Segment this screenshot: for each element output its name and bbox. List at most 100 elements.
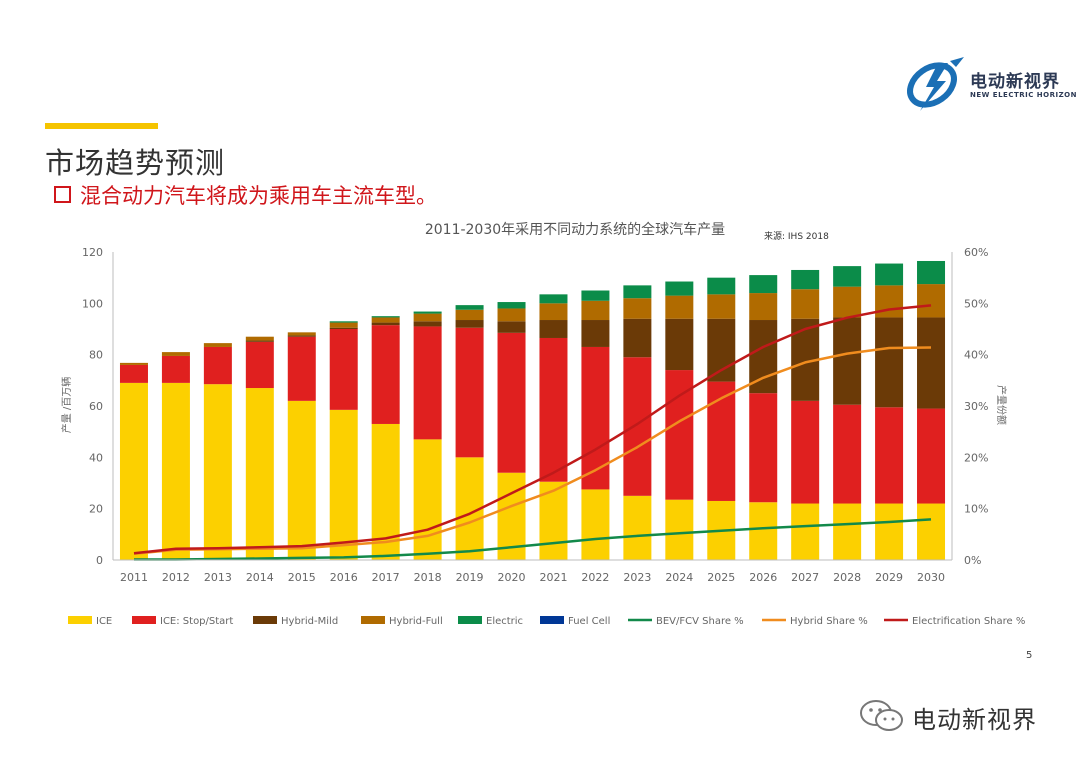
x-tick-label: 2017 <box>372 571 400 584</box>
bar-segment <box>413 311 442 314</box>
bar-segment <box>329 321 358 323</box>
bar-segment <box>665 281 694 296</box>
legend-label: ICE: Stop/Start <box>160 616 233 627</box>
bar-segment <box>917 260 946 285</box>
bar-segment <box>497 321 526 333</box>
x-tick-label: 2020 <box>498 571 526 584</box>
production-chart: 2011-2030年采用不同动力系统的全球汽车产量 来源: IHS 2018 产… <box>60 221 1025 627</box>
title-accent-bar <box>45 123 158 129</box>
watermark-text: 电动新视界 <box>912 706 1037 734</box>
chart-title: 2011-2030年采用不同动力系统的全球汽车产量 <box>425 221 725 238</box>
y2-tick-label: 0% <box>964 554 981 567</box>
bar-segment <box>833 317 862 405</box>
bar-segment <box>833 266 862 287</box>
series-line <box>133 346 932 556</box>
bar-segment <box>161 355 190 383</box>
page-title: 市场趋势预测 <box>45 146 226 180</box>
y-tick-label: 60 <box>89 400 103 413</box>
bar-segment <box>287 336 316 401</box>
bar-segment <box>707 294 736 319</box>
brand-logo: 电动新视界 NEW ELECTRIC HORIZON <box>902 55 1077 115</box>
bar-segment <box>245 341 274 389</box>
bar-segment <box>875 503 904 560</box>
legend-label: Hybrid-Mild <box>281 616 338 627</box>
x-tick-label: 2024 <box>665 571 693 584</box>
bar-segment <box>329 327 358 329</box>
bar-segment <box>497 308 526 322</box>
legend-label: Hybrid-Full <box>389 616 443 627</box>
bar-segment <box>245 340 274 342</box>
bar-segment <box>833 503 862 560</box>
x-tick-label: 2013 <box>204 571 232 584</box>
bar-segment <box>623 298 652 319</box>
bar-segment <box>707 381 736 501</box>
x-tick-label: 2025 <box>707 571 735 584</box>
bar-segment <box>455 309 484 321</box>
bar-segment <box>539 303 568 321</box>
x-tick-label: 2015 <box>288 571 316 584</box>
bar-segment <box>329 409 358 560</box>
bar-segment <box>665 370 694 500</box>
bar-segment <box>497 302 526 309</box>
bar-segment <box>455 327 484 458</box>
legend-swatch <box>361 616 385 624</box>
y-tick-label: 0 <box>96 554 103 567</box>
bar-segment <box>245 336 274 341</box>
x-tick-label: 2022 <box>581 571 609 584</box>
bar-segment <box>581 320 610 347</box>
legend-label: ICE <box>96 616 112 627</box>
x-tick-label: 2029 <box>875 571 903 584</box>
bar-segment <box>791 400 820 504</box>
lightning-globe-icon <box>907 57 964 111</box>
bar-segment <box>791 289 820 319</box>
legend-swatch <box>540 616 564 624</box>
chart-source: 来源: IHS 2018 <box>764 231 829 242</box>
series-line <box>133 304 932 555</box>
legend-label: Electric <box>486 616 523 627</box>
bar-segment <box>875 317 904 408</box>
bar-segment <box>917 503 946 560</box>
wechat-watermark: 电动新视界 <box>858 698 1058 734</box>
bar-segment <box>665 499 694 560</box>
bar-segment <box>287 335 316 337</box>
bullet-point: 混合动力汽车将成为乘用车主流车型。 <box>54 180 437 210</box>
y2-tick-label: 60% <box>964 246 988 259</box>
bar-segment <box>413 321 442 327</box>
bar-segment <box>623 318 652 358</box>
bar-segment <box>455 320 484 328</box>
bar-segment <box>203 346 232 385</box>
y2-tick-label: 40% <box>964 349 988 362</box>
bar-segment <box>917 284 946 318</box>
bar-segment <box>413 439 442 560</box>
series-line <box>134 518 932 561</box>
x-tick-label: 2019 <box>456 571 484 584</box>
x-tick-label: 2012 <box>162 571 190 584</box>
x-tick-label: 2030 <box>917 571 945 584</box>
logo-en-text: NEW ELECTRIC HORIZON <box>970 91 1077 99</box>
bar-segment <box>371 322 400 326</box>
bar-segment <box>581 290 610 301</box>
bar-segment <box>287 332 316 336</box>
bar-segment <box>665 295 694 319</box>
x-tick-label: 2016 <box>330 571 358 584</box>
page-number: 5 <box>1026 650 1033 661</box>
bar-segment <box>287 400 316 560</box>
y2-tick-label: 20% <box>964 451 988 464</box>
bar-segment <box>623 285 652 299</box>
legend-swatch <box>253 616 277 624</box>
bar-segment <box>329 322 358 328</box>
bar-segment <box>455 305 484 310</box>
bar-segment <box>539 320 568 338</box>
bar-segment <box>539 337 568 482</box>
bar-segment <box>371 317 400 323</box>
legend-label: BEV/FCV Share % <box>656 616 744 627</box>
y-axis-label: 产量 /百万辆 <box>60 377 73 434</box>
bar-segment <box>371 325 400 424</box>
bar-segment <box>917 317 946 409</box>
x-tick-label: 2023 <box>623 571 651 584</box>
y2-tick-label: 30% <box>964 400 988 413</box>
bar-segment <box>665 318 694 371</box>
y-tick-label: 120 <box>82 246 103 259</box>
bar-segment <box>623 357 652 496</box>
y-tick-label: 40 <box>89 451 103 464</box>
